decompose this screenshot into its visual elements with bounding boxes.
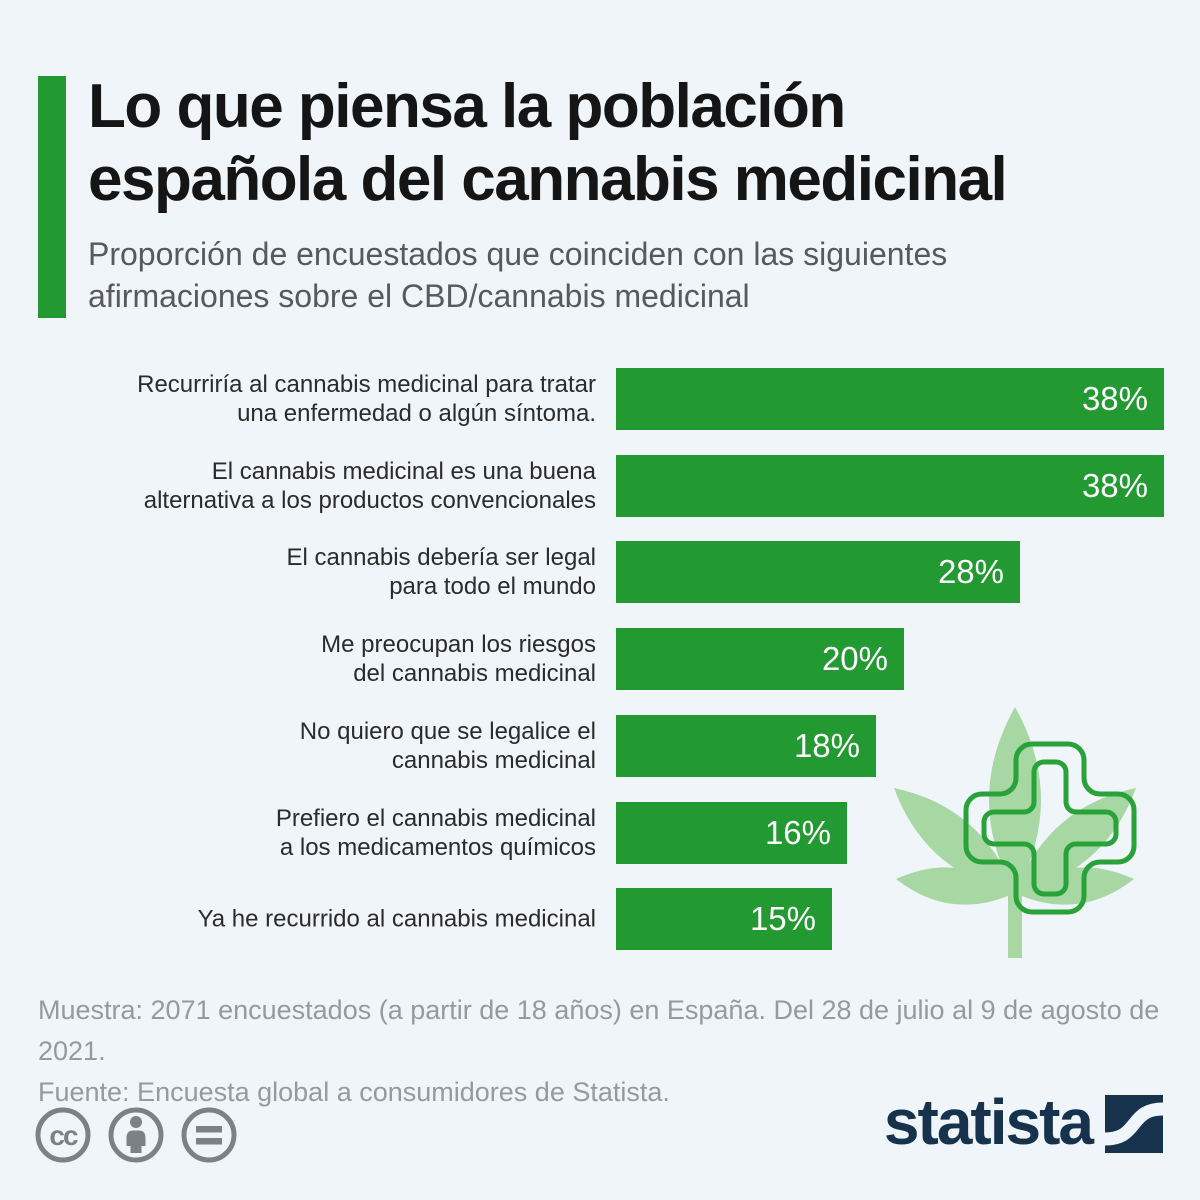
chart-row: No quiero que se legalice el cannabis me… <box>0 715 1200 777</box>
bar-value-label: 28% <box>937 553 1004 590</box>
bar-value-label: 16% <box>764 814 831 851</box>
category-label: El cannabis medicinal es una buena alter… <box>143 458 596 514</box>
bar: 15% <box>616 888 832 950</box>
bar: 38% <box>616 368 1164 430</box>
page-title: Lo que piensa la población española del … <box>88 72 1008 214</box>
sample-note: Muestra: 2071 encuestados (a partir de 1… <box>38 995 1160 1066</box>
cannabis-leaf-icon <box>894 707 1136 958</box>
attribution-icon <box>108 1107 164 1163</box>
bar: 16% <box>616 802 847 864</box>
chart-row: El cannabis medicinal es una buena alter… <box>0 455 1200 517</box>
chart-row: Recurriría al cannabis medicinal para tr… <box>0 368 1200 430</box>
bar-value-label: 20% <box>821 640 888 677</box>
category-label: El cannabis debería ser legal para todo … <box>286 544 596 600</box>
svg-text:cc: cc <box>49 1120 78 1151</box>
bar-value-label: 38% <box>1081 380 1148 417</box>
statista-logo: statista <box>883 1086 1163 1158</box>
bar-value-label: 15% <box>749 900 816 937</box>
statista-logo-mark-icon <box>1105 1095 1163 1153</box>
category-label: Me preocupan los riesgos del cannabis me… <box>321 631 596 687</box>
chart-row: Me preocupan los riesgos del cannabis me… <box>0 628 1200 690</box>
chart-row: Prefiero el cannabis medicinal a los med… <box>0 802 1200 864</box>
category-label: Ya he recurrido al cannabis medicinal <box>197 905 596 933</box>
category-label: No quiero que se legalice el cannabis me… <box>299 718 596 774</box>
no-derivatives-icon <box>181 1107 237 1163</box>
bar-value-label: 38% <box>1081 467 1148 504</box>
bar: 20% <box>616 628 904 690</box>
page-subtitle: Proporción de encuestados que coinciden … <box>88 236 948 314</box>
statista-wordmark: statista <box>883 1086 1094 1158</box>
category-label: Prefiero el cannabis medicinal a los med… <box>275 805 596 861</box>
license-icons: cc <box>35 1107 237 1163</box>
source-note: Fuente: Encuesta global a consumidores d… <box>38 1077 670 1107</box>
cannabis-leaf-with-pharmacy-cross-icon <box>894 707 1137 958</box>
chart-row: Ya he recurrido al cannabis medicinal 15… <box>0 888 1200 950</box>
bar: 28% <box>616 541 1020 603</box>
pharmacy-cross-icon <box>963 741 1137 915</box>
bar: 18% <box>616 715 876 777</box>
chart-row: El cannabis debería ser legal para todo … <box>0 541 1200 603</box>
bar: 38% <box>616 455 1164 517</box>
category-label: Recurriría al cannabis medicinal para tr… <box>137 371 596 427</box>
bar-value-label: 18% <box>793 727 860 764</box>
creative-commons-icon: cc <box>35 1107 91 1163</box>
footer-notes: Muestra: 2071 encuestados (a partir de 1… <box>38 990 1188 1113</box>
title-accent-bar <box>38 76 66 318</box>
